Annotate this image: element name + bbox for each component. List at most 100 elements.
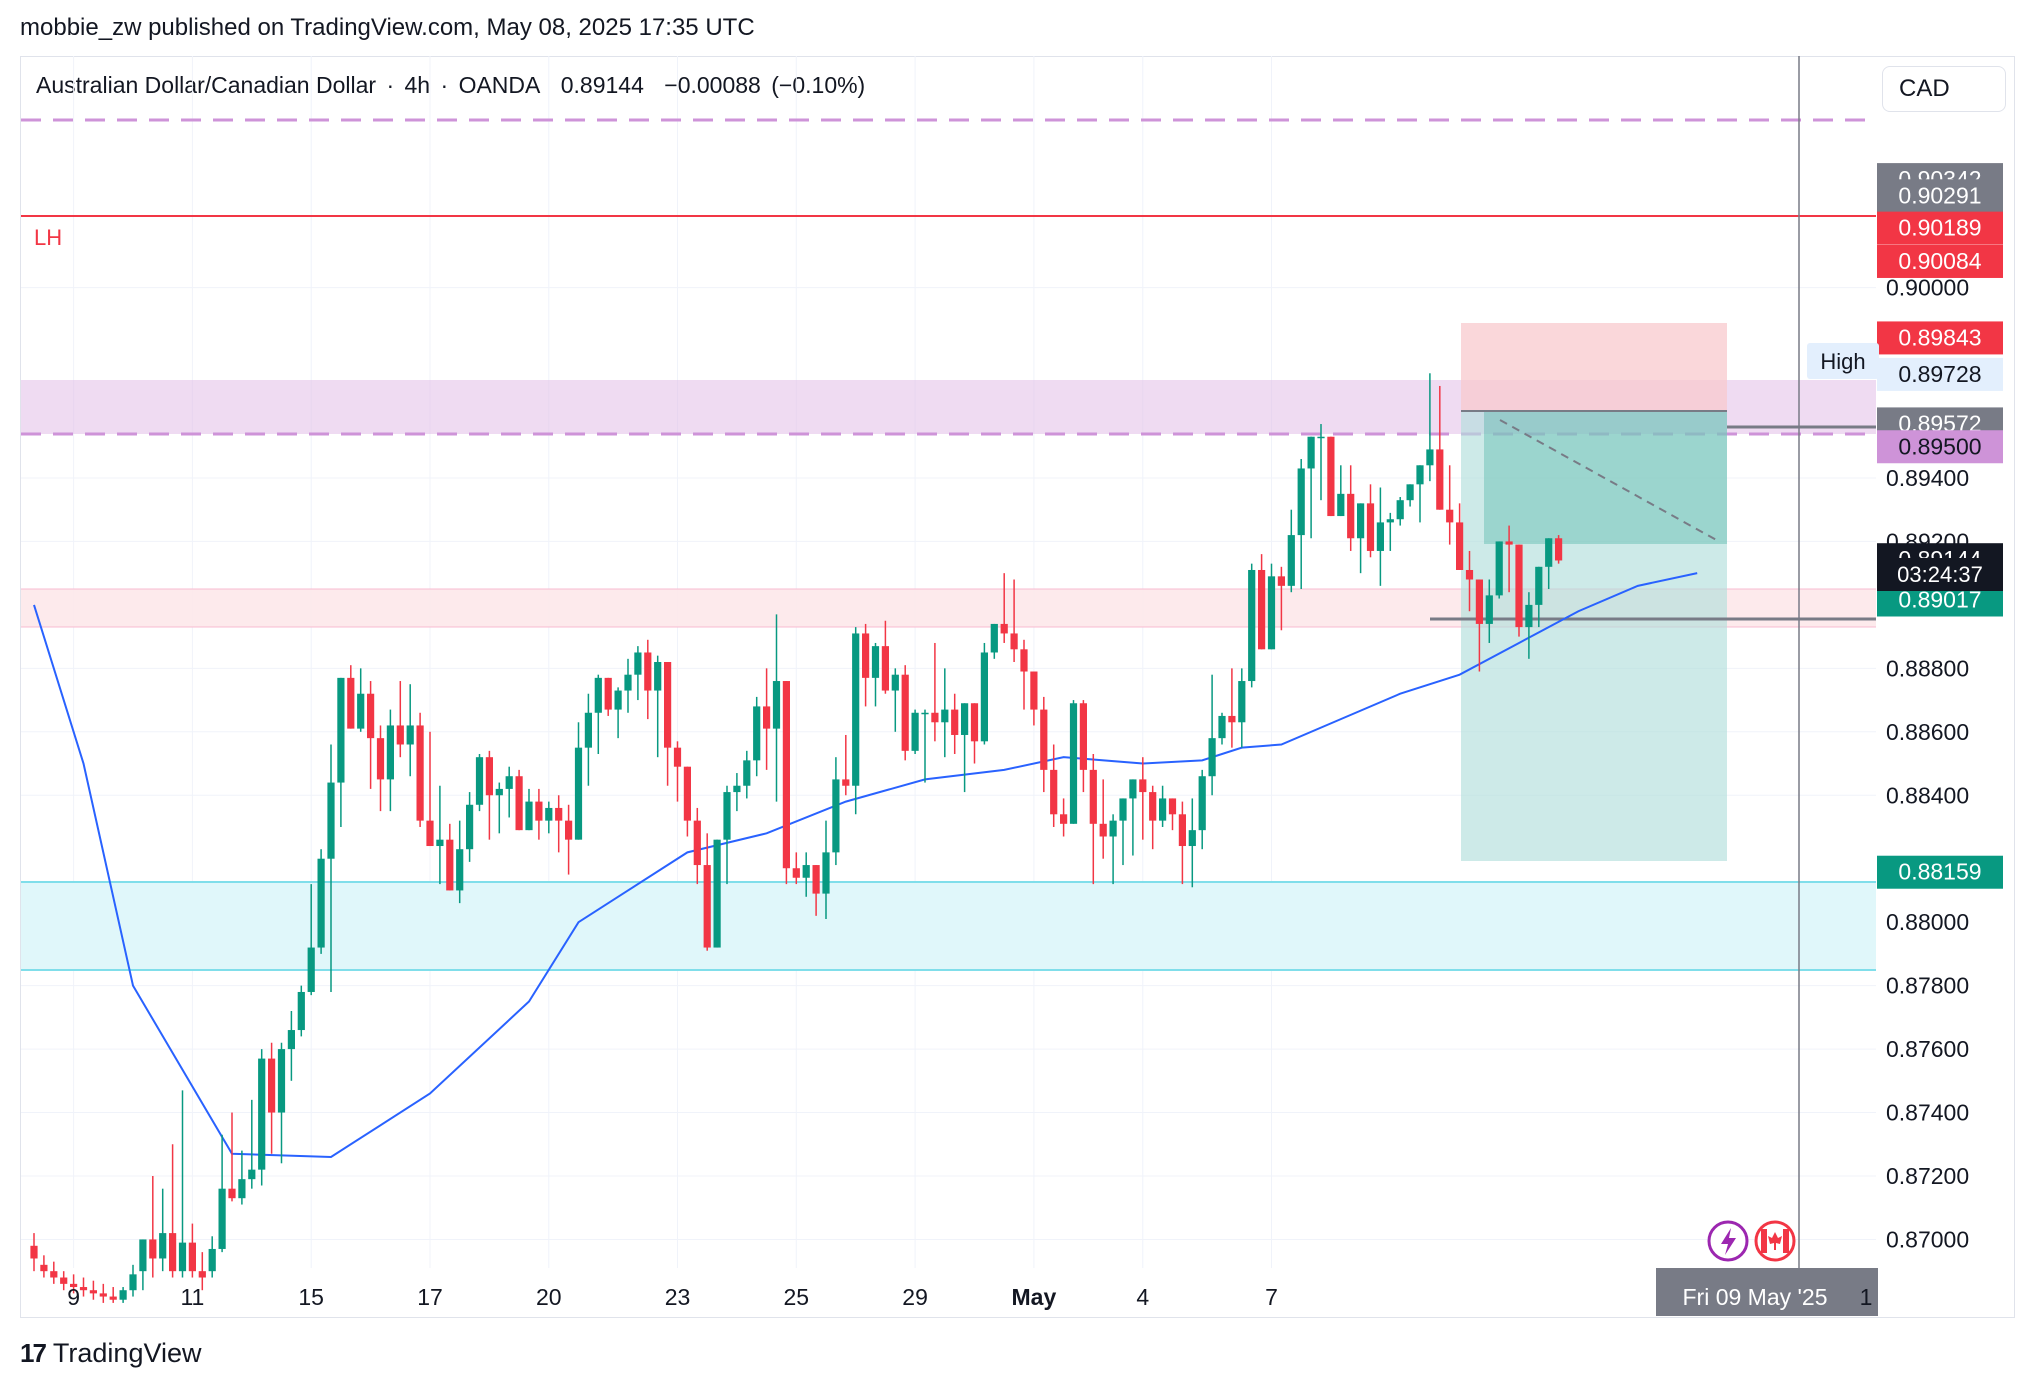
candle-body bbox=[466, 804, 474, 850]
candle-body bbox=[1178, 814, 1186, 847]
canada-flag-icon[interactable] bbox=[1754, 1220, 1796, 1262]
candle-body bbox=[1208, 738, 1216, 777]
candle-body bbox=[1248, 569, 1256, 682]
candle-body bbox=[980, 652, 988, 742]
candle-body bbox=[1366, 503, 1375, 551]
price-label: 0.90084 bbox=[1898, 248, 1981, 274]
candle-body bbox=[713, 839, 721, 948]
candle-body bbox=[1109, 820, 1117, 837]
candle-body bbox=[1307, 436, 1315, 469]
candle-body bbox=[1545, 538, 1553, 567]
high-label: High bbox=[1820, 349, 1865, 374]
currency-button[interactable]: CAD bbox=[1882, 66, 2006, 112]
candle-body bbox=[901, 674, 909, 751]
y-tick-label: 0.87600 bbox=[1886, 1036, 1969, 1062]
price-label-box bbox=[1877, 244, 2003, 278]
price-label-box bbox=[1877, 855, 2003, 889]
candle-body bbox=[1129, 779, 1137, 799]
candle-body bbox=[881, 646, 889, 691]
candle-body bbox=[961, 703, 969, 735]
candle-body bbox=[386, 725, 394, 780]
candle-body bbox=[1327, 436, 1335, 517]
candle-body bbox=[1228, 715, 1236, 723]
candle-body bbox=[525, 801, 533, 831]
candle-body bbox=[782, 681, 790, 869]
candle-body bbox=[495, 788, 503, 796]
candle-body bbox=[1188, 830, 1196, 847]
candle-body bbox=[188, 1242, 196, 1272]
candle-body bbox=[515, 776, 523, 831]
candle-body bbox=[1198, 776, 1206, 831]
candle-body bbox=[634, 652, 642, 675]
x-axis[interactable]: 9 11 15 17 20 23 25 29 May 4 7 bbox=[67, 1284, 1278, 1310]
candle-body bbox=[1347, 493, 1355, 539]
candle-body bbox=[426, 820, 434, 847]
position-tool[interactable] bbox=[1461, 323, 1727, 861]
candle-body bbox=[1426, 449, 1434, 466]
x-tick-label: 7 bbox=[1265, 1284, 1278, 1310]
countdown-box: 03:24:37 bbox=[1877, 558, 2003, 591]
x-tick-label: May bbox=[1012, 1284, 1057, 1310]
candle-body bbox=[1515, 544, 1523, 628]
candle-body bbox=[248, 1169, 256, 1180]
candle-body bbox=[852, 633, 860, 786]
y-tick-label: 0.88000 bbox=[1886, 909, 1969, 935]
candle-body bbox=[970, 703, 979, 742]
candle-body bbox=[406, 725, 414, 745]
grid-lines bbox=[21, 56, 1876, 1268]
candle-body bbox=[505, 776, 513, 789]
price-label-box bbox=[1877, 179, 2003, 213]
candle-body bbox=[1436, 449, 1444, 510]
candle-body bbox=[1010, 633, 1018, 650]
price-change-pct: (−0.10%) bbox=[771, 72, 866, 98]
candle-body bbox=[436, 839, 444, 847]
x-tick-label: 23 bbox=[665, 1284, 691, 1310]
candle-body bbox=[416, 725, 424, 821]
lh-label: LH bbox=[34, 225, 62, 250]
symbol-legend: Australian Dollar/Canadian Dollar · 4h ·… bbox=[36, 72, 869, 99]
candle-body bbox=[228, 1188, 236, 1199]
candle-body bbox=[376, 738, 385, 780]
lightning-icon[interactable] bbox=[1707, 1220, 1749, 1262]
price-label-box bbox=[1877, 211, 2003, 245]
x-tick-label: 17 bbox=[417, 1284, 443, 1310]
candle-body bbox=[1000, 623, 1008, 634]
candle-body bbox=[654, 662, 662, 691]
candle-body bbox=[941, 709, 949, 723]
candle-body bbox=[337, 677, 345, 783]
candle-body bbox=[1525, 604, 1533, 628]
candle-body bbox=[238, 1179, 246, 1199]
y-tick-label: 0.87000 bbox=[1886, 1226, 1969, 1252]
candle-body bbox=[357, 693, 365, 729]
high-label-box: High bbox=[1807, 343, 1879, 379]
candle-body bbox=[1149, 792, 1157, 821]
tradingview-logo-icon: 17 bbox=[20, 1338, 47, 1368]
candle-body bbox=[565, 820, 573, 840]
candle-body bbox=[1297, 468, 1305, 536]
candle-body bbox=[317, 858, 325, 948]
date-cursor-box: Fri 09 May '25 bbox=[1656, 1268, 1878, 1316]
candle-body bbox=[1258, 569, 1266, 650]
candle-body bbox=[723, 792, 731, 840]
x-tick-label: 20 bbox=[536, 1284, 562, 1310]
candle-body bbox=[1535, 566, 1543, 605]
candle-body bbox=[1089, 769, 1097, 824]
interval[interactable]: 4h bbox=[404, 72, 431, 98]
y-tick-label: 0.88600 bbox=[1886, 719, 1969, 745]
candle-body bbox=[347, 677, 355, 729]
x-tick-cursor-next: 1 bbox=[1860, 1284, 1873, 1310]
y-tick-label: 0.87200 bbox=[1886, 1163, 1969, 1189]
tradingview-footer[interactable]: 17 TradingView bbox=[20, 1338, 202, 1369]
symbol-name[interactable]: Australian Dollar/Canadian Dollar bbox=[36, 72, 377, 98]
candle-body bbox=[1357, 503, 1365, 539]
candle-body bbox=[535, 801, 543, 821]
candle-body bbox=[287, 1030, 295, 1050]
y-tick-label: 0.89400 bbox=[1886, 465, 1969, 491]
candle-body bbox=[1060, 814, 1068, 824]
candle-body bbox=[446, 839, 454, 891]
candle-body bbox=[644, 652, 652, 691]
candle-body bbox=[178, 1242, 187, 1272]
candle-body bbox=[545, 807, 553, 821]
date-cursor: Fri 09 May '25 bbox=[1683, 1284, 1828, 1310]
